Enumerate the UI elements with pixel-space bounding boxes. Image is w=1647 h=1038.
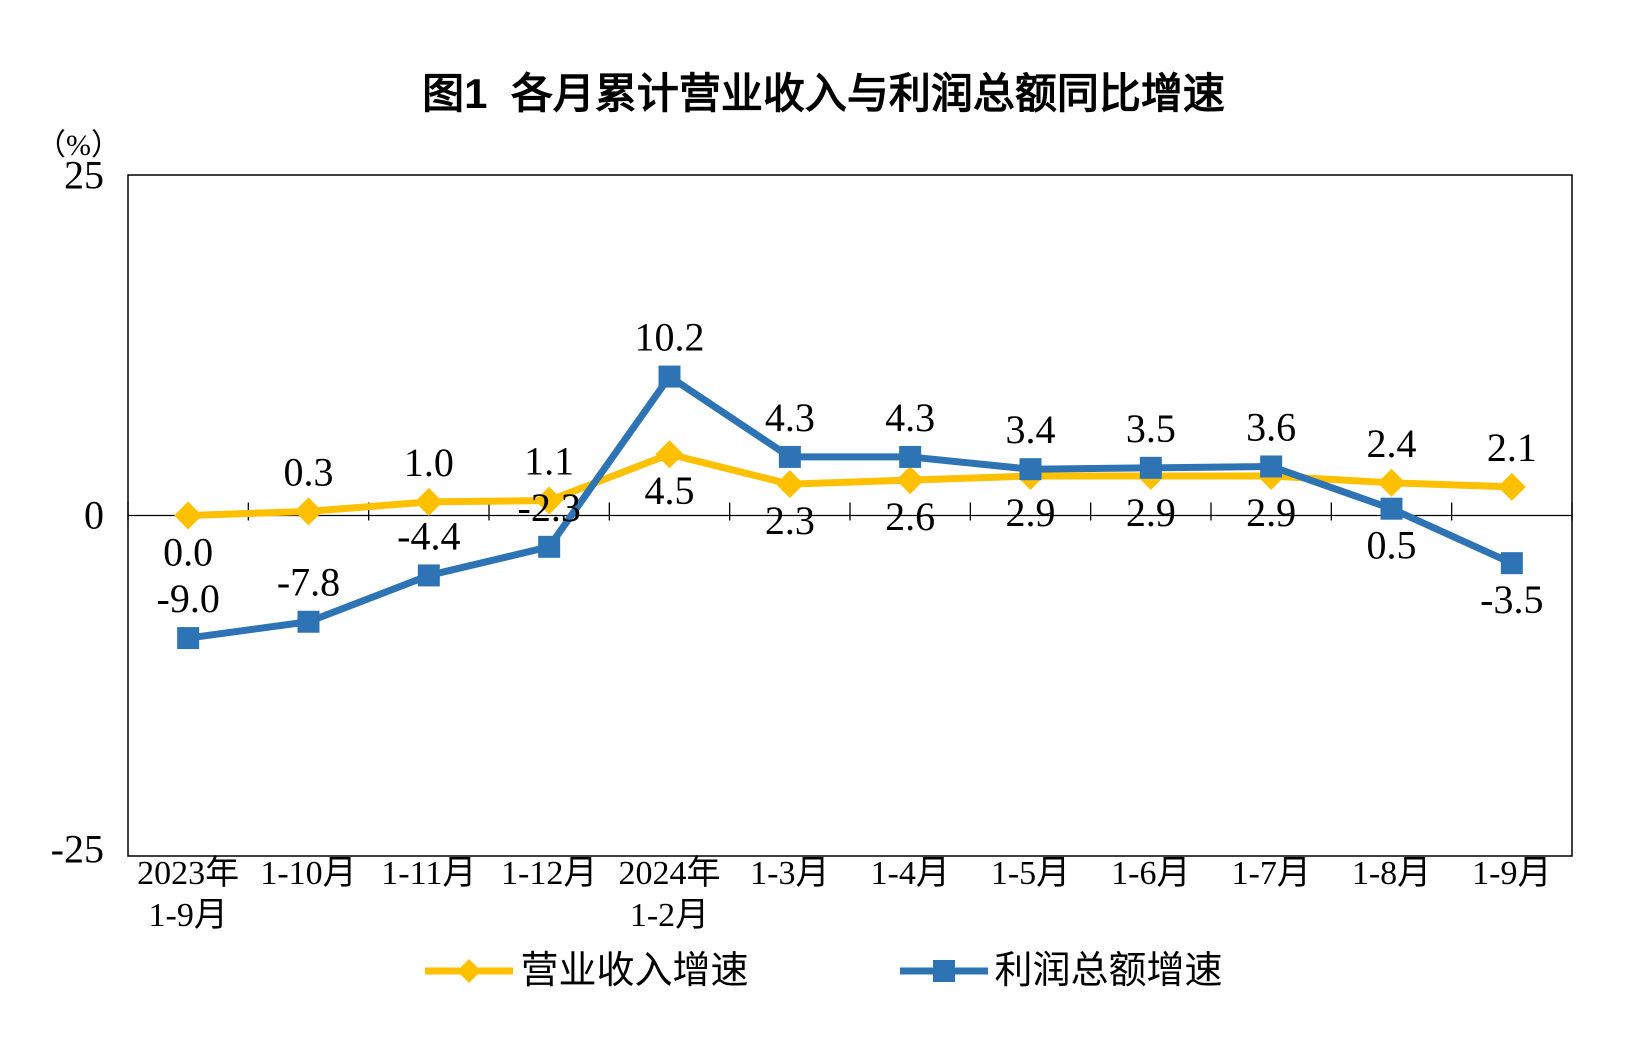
revenue-data-label: 1.0 xyxy=(404,440,454,485)
legend-label-revenue: 营业收入增速 xyxy=(520,950,749,992)
revenue-data-point-marker xyxy=(535,486,564,515)
x-axis-label: 1-10月 xyxy=(260,855,356,892)
chart-title: 图1 各月累计营业收入与利润总额同比增速 xyxy=(422,70,1225,117)
revenue-data-point-marker xyxy=(294,497,323,526)
revenue-series-swatch xyxy=(425,959,514,983)
profit-data-label: 4.3 xyxy=(885,395,935,440)
revenue-data-label: 2.9 xyxy=(1246,490,1296,535)
revenue-data-point-marker xyxy=(1497,472,1526,501)
x-axis-label: 1-12月 xyxy=(501,855,597,892)
x-axis-label: 1-7月 xyxy=(1232,855,1311,892)
y-tick-label-25: 25 xyxy=(64,152,104,198)
profit-data-label: -3.5 xyxy=(1480,577,1543,622)
y-axis-unit-label: （%） xyxy=(36,129,121,162)
profit-data-label: 3.6 xyxy=(1246,404,1296,449)
profit-data-label: -7.8 xyxy=(277,560,340,605)
revenue-data-label: 0.3 xyxy=(284,449,334,494)
profit-data-point-marker xyxy=(1380,497,1403,520)
profit-data-label: 4.3 xyxy=(765,395,815,440)
profit-data-label: 3.4 xyxy=(1006,407,1056,452)
profit-data-label: -4.4 xyxy=(397,513,460,558)
x-axis-label: 2024年 xyxy=(619,854,721,892)
revenue-data-point-marker xyxy=(655,440,684,469)
profit-data-point-marker xyxy=(1500,552,1523,575)
profit-data-label: 0.5 xyxy=(1367,523,1417,568)
y-tick-label-minus-25: -25 xyxy=(50,826,104,872)
profit-data-point-marker xyxy=(538,535,561,558)
legend-square-marker-icon xyxy=(932,960,955,982)
profit-data-label: -2.3 xyxy=(518,485,581,530)
profit-data-label: 10.2 xyxy=(635,315,705,360)
revenue-data-label: 2.1 xyxy=(1487,425,1537,470)
profit-data-point-marker xyxy=(1139,456,1162,479)
profit-data-point-marker xyxy=(417,564,440,587)
profit-data-label: -9.0 xyxy=(157,576,220,621)
profit-data-point-marker xyxy=(658,365,681,388)
x-axis-label: 1-6月 xyxy=(1111,855,1190,892)
profit-data-point-marker xyxy=(778,445,801,468)
revenue-data-label: 2.9 xyxy=(1126,490,1176,535)
x-axis-label: 1-8月 xyxy=(1352,855,1431,892)
revenue-data-point-marker xyxy=(775,470,804,499)
legend-label-profit: 利润总额增速 xyxy=(994,950,1223,992)
x-axis-label: 1-4月 xyxy=(871,855,950,892)
profit-data-point-marker xyxy=(1260,455,1283,478)
profit-data-point-marker xyxy=(177,627,200,650)
revenue-data-label: 2.9 xyxy=(1006,490,1056,535)
revenue-data-label: 2.3 xyxy=(765,498,815,543)
revenue-data-label: 4.5 xyxy=(645,468,695,513)
revenue-data-point-marker xyxy=(174,501,203,530)
revenue-data-label: 0.0 xyxy=(163,530,213,575)
revenue-data-label: 1.1 xyxy=(524,439,574,484)
x-axis-label: 1-5月 xyxy=(991,855,1070,892)
legend-diamond-marker-icon xyxy=(457,959,482,983)
legend-item-revenue: 营业收入增速 xyxy=(424,950,749,992)
profit-data-label: 3.5 xyxy=(1126,406,1176,451)
profit-data-point-marker xyxy=(899,445,922,468)
legend-item-profit: 利润总额增速 xyxy=(899,952,1223,990)
x-axis-label: 1-9月 xyxy=(1472,855,1551,892)
y-tick-label-0: 0 xyxy=(84,492,104,538)
x-axis-label: 1-11月 xyxy=(381,855,476,892)
x-axis-label-line2: 1-9月 xyxy=(149,897,228,934)
revenue-data-point-marker xyxy=(896,466,925,495)
x-axis-label: 1-3月 xyxy=(750,855,829,892)
profit-data-point-marker xyxy=(1019,458,1042,481)
profit-series-line xyxy=(184,373,1516,642)
x-axis-label-line2: 1-2月 xyxy=(630,897,709,934)
x-axis-label: 2023年 xyxy=(137,854,239,892)
revenue-data-point-marker xyxy=(414,487,443,516)
profit-data-point-marker xyxy=(297,610,320,633)
revenue-data-label: 2.4 xyxy=(1367,421,1417,466)
revenue-data-label: 2.6 xyxy=(885,494,935,539)
profit-series-swatch xyxy=(899,960,988,982)
legend: 营业收入增速 利润总额增速 xyxy=(0,952,1647,990)
revenue-data-point-marker xyxy=(1377,468,1406,497)
